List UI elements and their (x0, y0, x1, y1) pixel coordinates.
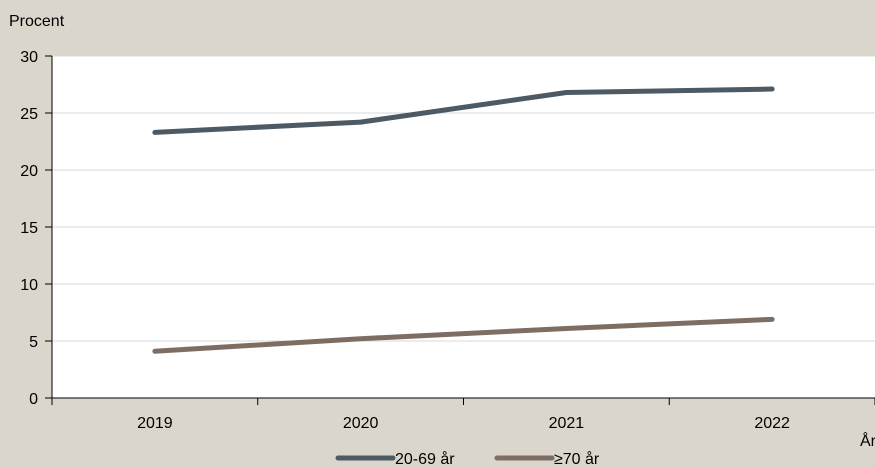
x-tick-labels: 2019 2020 2021 2022 (137, 415, 790, 432)
legend-label: 20-69 år (395, 450, 455, 467)
y-tick-label: 5 (29, 334, 38, 351)
y-tick-label: 30 (20, 49, 38, 66)
y-tick-label: 0 (29, 391, 38, 408)
y-tick-label: 10 (20, 277, 38, 294)
series-lines (152, 86, 775, 354)
y-tick-label: 15 (20, 220, 38, 237)
axes (45, 55, 875, 405)
x-axis-label: År (860, 431, 875, 450)
legend-label: ≥70 år (554, 450, 600, 467)
legend: 20-69 år ≥70 år (335, 450, 600, 467)
y-tick-label: 20 (20, 163, 38, 180)
x-tick-label: 2019 (137, 415, 173, 432)
gridlines (52, 55, 875, 342)
y-tick-labels: 0 5 10 15 20 25 30 (20, 49, 38, 408)
y-tick-label: 25 (20, 106, 38, 123)
x-tick-label: 2020 (343, 415, 379, 432)
series-line-1 (152, 316, 775, 354)
y-axis-label: Procent (9, 13, 65, 30)
x-tick-label: 2021 (549, 415, 585, 432)
series-line-0 (152, 86, 775, 135)
x-tick-label: 2022 (754, 415, 790, 432)
